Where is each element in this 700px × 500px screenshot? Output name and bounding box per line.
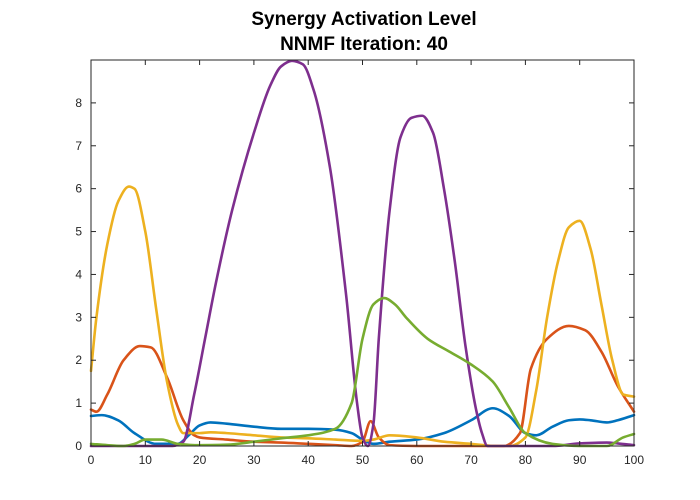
- x-tick-label: 30: [247, 453, 261, 467]
- series-layer: [89, 59, 636, 448]
- chart-subtitle: NNMF Iteration: 40: [280, 34, 448, 55]
- x-tick-label: 50: [356, 453, 370, 467]
- x-tick-label: 0: [88, 453, 95, 467]
- y-tick-label: 8: [75, 96, 82, 110]
- y-tick-label: 3: [75, 310, 82, 324]
- y-tick-label: 6: [75, 182, 82, 196]
- x-tick-label: 100: [624, 453, 644, 467]
- y-tick-label: 0: [75, 439, 82, 453]
- y-tick-label: 1: [75, 396, 82, 410]
- series-line-5: [89, 296, 636, 448]
- y-tick-label: 2: [75, 353, 82, 367]
- chart-title: Synergy Activation Level: [251, 9, 476, 30]
- y-tick-label: 5: [75, 225, 82, 239]
- x-tick-label: 40: [302, 453, 316, 467]
- x-tick-label: 60: [410, 453, 424, 467]
- x-tick-label: 20: [193, 453, 207, 467]
- x-tick-label: 80: [519, 453, 533, 467]
- axes-layer: 0 10 20 30 40 50 60 70 80 90 100 0 1 2 3 4 5 6 7 8: [75, 59, 644, 467]
- y-tick-label: 4: [75, 267, 82, 281]
- series-line-3: [89, 185, 636, 448]
- x-tick-label: 90: [573, 453, 587, 467]
- x-tick-label: 10: [139, 453, 153, 467]
- x-tick-label: 70: [464, 453, 478, 467]
- y-tick-label: 7: [75, 139, 82, 153]
